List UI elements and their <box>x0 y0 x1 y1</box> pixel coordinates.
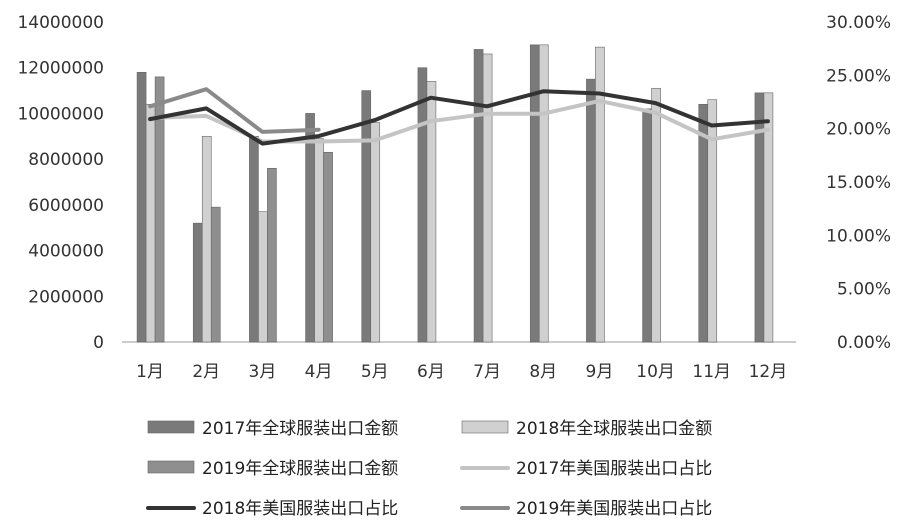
bar-1-9月 <box>586 78 596 343</box>
bar-2-7月 <box>482 53 493 343</box>
x-tick-label: 11月 <box>692 362 731 382</box>
bar-2-3月 <box>258 211 268 343</box>
legend-label: 2017年全球服装出口金额 <box>202 419 398 439</box>
y-left-tick-label: 14000000 <box>17 13 104 33</box>
x-tick-label: 3月 <box>249 362 277 382</box>
bar-1-2月 <box>192 222 203 343</box>
y-right-tick-label: 20.00% <box>826 120 891 140</box>
y-left-tick-label: 2000000 <box>28 287 104 307</box>
y-left-tick-label: 4000000 <box>28 242 104 262</box>
legend-swatch-bar <box>461 420 509 434</box>
legend-label: 2018年全球服装出口金额 <box>516 419 712 439</box>
bar-3-2月 <box>210 206 221 343</box>
legend-label: 2017年美国服装出口占比 <box>516 459 712 479</box>
y-right-tick-label: 10.00% <box>826 226 891 246</box>
x-tick-label: 4月 <box>305 362 333 382</box>
legend-label: 2019年全球服装出口金额 <box>202 459 398 479</box>
y-axis-left: 0 2000000 4000000 6000000 8000000 10000000 120… <box>17 13 104 353</box>
y-axis-right: 0.00% 5.00% 10.00% 15.00% 20.00% 25.00% 30.00% <box>826 13 891 353</box>
line-series-1 <box>148 98 770 144</box>
bar-2-1月 <box>145 103 156 343</box>
bar-2-2月 <box>201 135 212 343</box>
bar-1-5月 <box>361 90 372 343</box>
x-tick-label: 1月 <box>136 362 164 382</box>
x-axis-labels: 1月 2月 3月 4月 5月 6月 7月 8月 9月 10月 11月 12月 <box>136 362 787 382</box>
bar-1-3月 <box>249 135 259 343</box>
y-right-tick-label: 5.00% <box>837 280 891 300</box>
y-left-tick-label: 12000000 <box>17 59 104 79</box>
y-left-tick-label: 6000000 <box>28 196 104 216</box>
bar-1-11月 <box>698 103 709 343</box>
x-tick-label: 6月 <box>417 362 445 382</box>
y-right-tick-label: 30.00% <box>826 13 891 33</box>
bar-1-7月 <box>473 49 484 343</box>
y-right-tick-label: 25.00% <box>826 66 891 86</box>
bar-2-6月 <box>426 81 437 343</box>
y-left-tick-label: 0 <box>93 333 104 353</box>
bar-series-group <box>136 44 774 343</box>
legend-label: 2018年美国服装出口占比 <box>202 499 398 519</box>
bar-2-9月 <box>595 46 605 343</box>
bar-1-10月 <box>642 108 652 343</box>
x-tick-label: 2月 <box>192 362 220 382</box>
line-series-group <box>148 87 770 146</box>
bar-3-4月 <box>323 151 333 343</box>
legend-label: 2019年美国服装出口占比 <box>516 499 712 519</box>
bar-3-1月 <box>154 76 165 343</box>
y-right-tick-label: 0.00% <box>837 333 891 353</box>
bar-1-1月 <box>136 71 147 343</box>
bar-2-10月 <box>651 87 661 343</box>
y-right-tick-label: 15.00% <box>826 173 891 193</box>
bar-2-11月 <box>707 99 718 343</box>
bar-3-3月 <box>267 167 277 343</box>
x-tick-label: 9月 <box>586 362 614 382</box>
legend-swatch-bar <box>147 420 195 434</box>
bar-1-8月 <box>529 44 540 343</box>
legend-swatch-bar <box>147 460 195 474</box>
bar-2-12月 <box>763 92 774 343</box>
x-tick-label: 10月 <box>636 362 675 382</box>
bar-2-4月 <box>314 138 324 343</box>
line-series-3 <box>148 87 321 134</box>
bar-1-6月 <box>417 67 428 343</box>
line-series-2 <box>148 89 770 146</box>
x-tick-label: 5月 <box>361 362 389 382</box>
bar-1-4月 <box>305 113 315 343</box>
legend: 2017年全球服装出口金额 2018年全球服装出口金额 2019年全球服装出口金额 2… <box>146 419 712 519</box>
bar-2-8月 <box>538 44 549 343</box>
x-tick-label: 8月 <box>529 362 557 382</box>
x-tick-label: 7月 <box>473 362 501 382</box>
y-left-tick-label: 8000000 <box>28 150 104 170</box>
y-left-tick-label: 10000000 <box>17 104 104 124</box>
bar-2-5月 <box>370 122 381 343</box>
x-tick-label: 12月 <box>749 362 788 382</box>
